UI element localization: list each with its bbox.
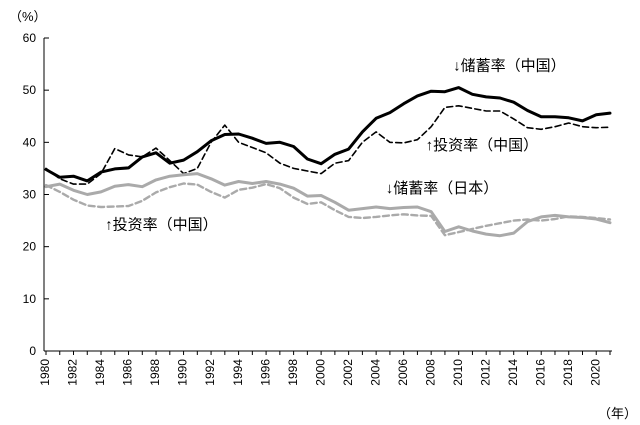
x-tick-label-2006: 2006: [396, 359, 410, 386]
annotation-2: ↓储蓄率（日本）: [386, 180, 499, 197]
x-tick-label-1986: 1986: [121, 359, 135, 386]
axes: 0 10 20 30 40 50 60 1980 1982 1984 1986 1988 1990 199…: [23, 31, 612, 386]
y-tick-label-10: 10: [23, 292, 37, 306]
y-axis-unit: （%）: [9, 9, 47, 24]
x-tick-label-2018: 2018: [561, 359, 575, 386]
x-tick-label-1996: 1996: [258, 359, 272, 386]
y-tick-label-60: 60: [23, 31, 37, 45]
series-line-1: [45, 105, 611, 185]
x-tick-label-1998: 1998: [286, 359, 300, 386]
x-tick-label-2008: 2008: [423, 359, 437, 386]
x-tick-label-2002: 2002: [341, 359, 355, 386]
x-tick-label-1984: 1984: [93, 359, 107, 386]
y-tick-label-30: 30: [23, 188, 37, 202]
x-tick-label-1992: 1992: [203, 359, 217, 386]
x-tick-label-2016: 2016: [533, 359, 547, 386]
y-tick-label-50: 50: [23, 83, 37, 97]
x-tick-label-2014: 2014: [506, 359, 520, 386]
annotations-group: ↓储蓄率（中国） ↑投资率（中国） ↓储蓄率（日本） ↑投资率（中国）: [105, 57, 566, 233]
x-tick-label-1994: 1994: [231, 359, 245, 386]
annotation-1: ↑投资率（中国）: [426, 137, 539, 154]
y-tick-label-0: 0: [29, 344, 36, 358]
x-tick-label-2000: 2000: [313, 359, 327, 386]
x-tick-label-2010: 2010: [451, 359, 465, 386]
x-tick-label-1980: 1980: [38, 359, 52, 386]
x-tick-label-2020: 2020: [588, 359, 602, 386]
x-tick-label-2012: 2012: [478, 359, 492, 386]
y-tick-label-40: 40: [23, 135, 37, 149]
x-tick-label-2004: 2004: [368, 359, 382, 386]
series-line-3: [44, 182, 612, 237]
series-group: [44, 86, 612, 238]
annotation-0: ↓储蓄率（中国）: [453, 57, 566, 74]
x-tick-label-1982: 1982: [66, 359, 80, 386]
series-line-2: [44, 172, 612, 238]
series-line-0: [44, 86, 612, 183]
y-tick-label-20: 20: [23, 240, 37, 254]
x-axis-unit: （年）: [598, 406, 637, 421]
x-tick-label-1990: 1990: [176, 359, 190, 386]
x-tick-label-1988: 1988: [148, 359, 162, 386]
annotation-3: ↑投资率（中国）: [105, 216, 218, 233]
